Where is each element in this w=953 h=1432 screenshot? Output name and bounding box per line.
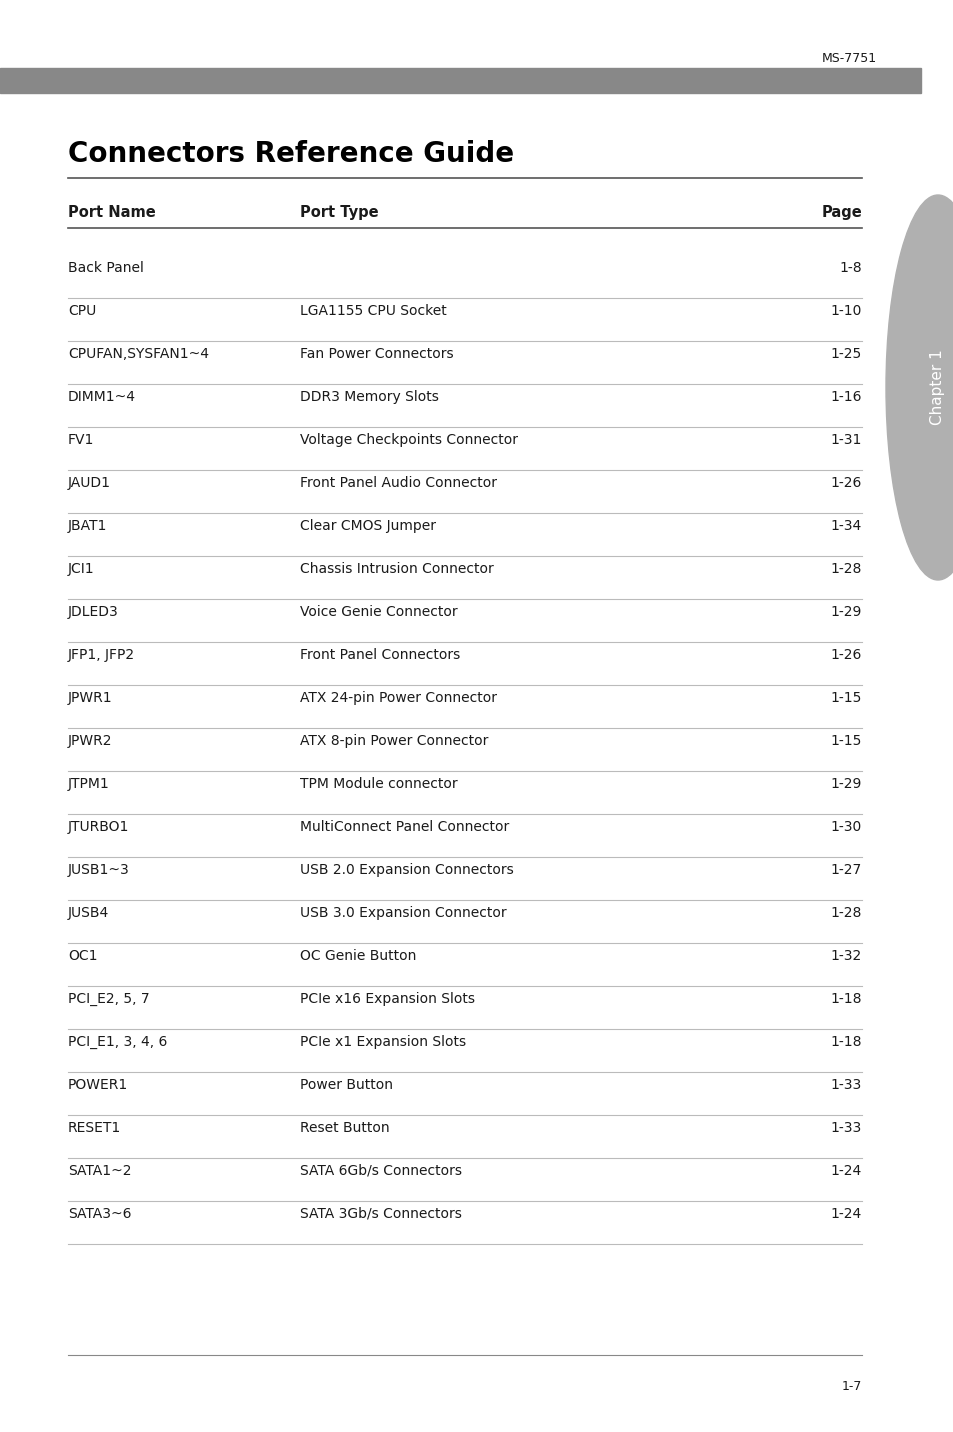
Text: 1-25: 1-25 <box>830 347 862 361</box>
Text: Port Type: Port Type <box>299 205 378 221</box>
Text: 1-28: 1-28 <box>830 906 862 919</box>
Text: 1-15: 1-15 <box>830 733 862 748</box>
Text: PCI_E1, 3, 4, 6: PCI_E1, 3, 4, 6 <box>68 1035 167 1048</box>
Text: Chapter 1: Chapter 1 <box>929 349 944 425</box>
Text: Chassis Intrusion Connector: Chassis Intrusion Connector <box>299 561 494 576</box>
Text: 1-33: 1-33 <box>830 1078 862 1093</box>
Text: DDR3 Memory Slots: DDR3 Memory Slots <box>299 390 438 404</box>
Text: 1-15: 1-15 <box>830 690 862 705</box>
Text: JPWR1: JPWR1 <box>68 690 112 705</box>
Text: 1-29: 1-29 <box>830 778 862 790</box>
Text: 1-30: 1-30 <box>830 821 862 833</box>
Text: SATA 3Gb/s Connectors: SATA 3Gb/s Connectors <box>299 1207 461 1221</box>
Text: JTPM1: JTPM1 <box>68 778 110 790</box>
Text: 1-27: 1-27 <box>830 863 862 876</box>
Text: 1-26: 1-26 <box>830 475 862 490</box>
Text: PCIe x1 Expansion Slots: PCIe x1 Expansion Slots <box>299 1035 466 1048</box>
Text: 1-32: 1-32 <box>830 949 862 962</box>
Text: 1-18: 1-18 <box>830 992 862 1005</box>
Ellipse shape <box>885 195 953 580</box>
Text: JBAT1: JBAT1 <box>68 518 108 533</box>
Text: Clear CMOS Jumper: Clear CMOS Jumper <box>299 518 436 533</box>
Text: Front Panel Audio Connector: Front Panel Audio Connector <box>299 475 497 490</box>
Text: JPWR2: JPWR2 <box>68 733 112 748</box>
Text: ATX 8-pin Power Connector: ATX 8-pin Power Connector <box>299 733 488 748</box>
Text: 1-18: 1-18 <box>830 1035 862 1048</box>
Text: 1-28: 1-28 <box>830 561 862 576</box>
Text: RESET1: RESET1 <box>68 1121 121 1136</box>
Text: Fan Power Connectors: Fan Power Connectors <box>299 347 453 361</box>
Text: 1-34: 1-34 <box>830 518 862 533</box>
Text: Page: Page <box>821 205 862 221</box>
Text: JUSB1~3: JUSB1~3 <box>68 863 130 876</box>
Text: Connectors Reference Guide: Connectors Reference Guide <box>68 140 514 168</box>
Text: 1-24: 1-24 <box>830 1207 862 1221</box>
Text: 1-29: 1-29 <box>830 604 862 619</box>
Text: JUSB4: JUSB4 <box>68 906 110 919</box>
Text: Power Button: Power Button <box>299 1078 393 1093</box>
Text: Back Panel: Back Panel <box>68 261 144 275</box>
Text: Voice Genie Connector: Voice Genie Connector <box>299 604 457 619</box>
Text: SATA 6Gb/s Connectors: SATA 6Gb/s Connectors <box>299 1164 461 1179</box>
Text: CPUFAN,SYSFAN1~4: CPUFAN,SYSFAN1~4 <box>68 347 209 361</box>
Text: USB 2.0 Expansion Connectors: USB 2.0 Expansion Connectors <box>299 863 514 876</box>
Text: MultiConnect Panel Connector: MultiConnect Panel Connector <box>299 821 509 833</box>
Text: Port Name: Port Name <box>68 205 155 221</box>
Text: 1-10: 1-10 <box>830 304 862 318</box>
Text: 1-26: 1-26 <box>830 647 862 662</box>
Text: Voltage Checkpoints Connector: Voltage Checkpoints Connector <box>299 432 517 447</box>
Text: SATA3~6: SATA3~6 <box>68 1207 132 1221</box>
Text: 1-31: 1-31 <box>830 432 862 447</box>
Bar <box>0 67 920 93</box>
Text: 1-24: 1-24 <box>830 1164 862 1179</box>
Text: USB 3.0 Expansion Connector: USB 3.0 Expansion Connector <box>299 906 506 919</box>
Text: JCI1: JCI1 <box>68 561 94 576</box>
Text: MS-7751: MS-7751 <box>821 52 876 64</box>
Text: LGA1155 CPU Socket: LGA1155 CPU Socket <box>299 304 446 318</box>
Text: JFP1, JFP2: JFP1, JFP2 <box>68 647 135 662</box>
Text: JAUD1: JAUD1 <box>68 475 111 490</box>
Text: OC1: OC1 <box>68 949 97 962</box>
Text: OC Genie Button: OC Genie Button <box>299 949 416 962</box>
Text: FV1: FV1 <box>68 432 94 447</box>
Text: 1-8: 1-8 <box>839 261 862 275</box>
Text: PCIe x16 Expansion Slots: PCIe x16 Expansion Slots <box>299 992 475 1005</box>
Text: CPU: CPU <box>68 304 96 318</box>
Text: DIMM1~4: DIMM1~4 <box>68 390 136 404</box>
Text: PCI_E2, 5, 7: PCI_E2, 5, 7 <box>68 992 150 1005</box>
Text: 1-16: 1-16 <box>830 390 862 404</box>
Text: JTURBO1: JTURBO1 <box>68 821 130 833</box>
Text: 1-7: 1-7 <box>841 1380 862 1393</box>
Text: 1-33: 1-33 <box>830 1121 862 1136</box>
Text: ATX 24-pin Power Connector: ATX 24-pin Power Connector <box>299 690 497 705</box>
Text: JDLED3: JDLED3 <box>68 604 118 619</box>
Text: TPM Module connector: TPM Module connector <box>299 778 457 790</box>
Text: SATA1~2: SATA1~2 <box>68 1164 132 1179</box>
Text: Reset Button: Reset Button <box>299 1121 389 1136</box>
Text: Front Panel Connectors: Front Panel Connectors <box>299 647 459 662</box>
Text: POWER1: POWER1 <box>68 1078 128 1093</box>
